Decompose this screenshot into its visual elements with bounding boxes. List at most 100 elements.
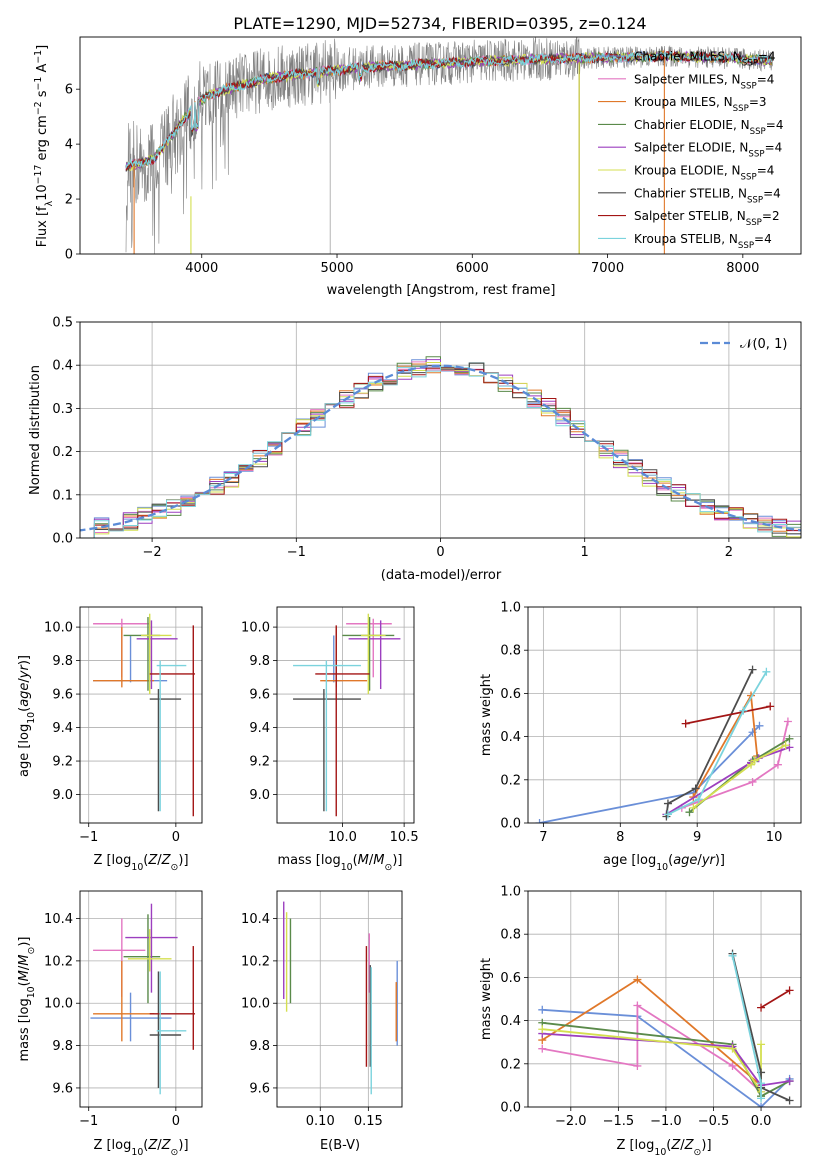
weight-marker bbox=[757, 1079, 766, 1088]
x-tick-label: 5000 bbox=[320, 261, 353, 276]
axes-border bbox=[79, 890, 203, 1108]
weight-marker bbox=[757, 1003, 766, 1012]
panel-age_vs_mass: 10.0 10.5 9.0 9.2 9.4 9.6 9.8 10.0 mass [log10(M… bbox=[241, 606, 419, 873]
plot-area bbox=[293, 613, 401, 817]
legend-label: Salpeter ELODIE, NSSP=4 bbox=[634, 141, 782, 160]
weight-marker bbox=[663, 810, 672, 819]
y-tick-label: 2 bbox=[65, 193, 73, 208]
weight-marker bbox=[785, 1096, 794, 1105]
panel-age_vs_Z: −1 0 9.0 9.2 9.4 9.6 9.8 10.0 Z [log10(Z/Z⊙)] age… bbox=[17, 606, 203, 873]
axes-border bbox=[79, 36, 802, 255]
x-tick-label: 0 bbox=[172, 830, 180, 845]
y-axis-label: mass weight bbox=[479, 958, 494, 1040]
weight-marker bbox=[633, 975, 642, 984]
y-tick-label: 10.0 bbox=[241, 621, 270, 636]
x-tick-label: 10 bbox=[766, 830, 783, 845]
y-tick-label: 0.8 bbox=[500, 928, 521, 943]
axes-frame: −1 0 9.0 9.2 9.4 9.6 9.8 10.0 Z [log10(Z/Z⊙)] age… bbox=[17, 606, 203, 873]
legend-label: Chabrier MILES, NSSP=4 bbox=[634, 50, 776, 69]
x-tick-label: 0.0 bbox=[751, 1114, 772, 1129]
x-tick-label: −1 bbox=[79, 830, 98, 845]
x-tick-label: 4000 bbox=[185, 261, 218, 276]
weight-marker bbox=[689, 803, 698, 812]
weight-marker bbox=[691, 784, 700, 793]
weight-series-line bbox=[760, 989, 791, 1009]
x-axis-label: Z [log10(Z/Z⊙)] bbox=[93, 1138, 188, 1158]
weight-marker bbox=[762, 667, 771, 676]
x-tick-label: 8 bbox=[616, 830, 624, 845]
y-tick-label: 9.2 bbox=[52, 755, 73, 770]
y-tick-label: 9.6 bbox=[249, 688, 270, 703]
weight-marker bbox=[633, 1061, 642, 1070]
y-tick-label: 4 bbox=[65, 138, 73, 153]
weight-series-line bbox=[665, 669, 754, 817]
weight-marker bbox=[773, 760, 782, 769]
y-tick-label: 0.0 bbox=[500, 1101, 521, 1116]
y-tick-label: 0.8 bbox=[500, 644, 521, 659]
legend-label: 𝒩(0, 1) bbox=[740, 337, 787, 352]
weight-series-line bbox=[542, 1032, 790, 1087]
legend-label: Kroupa MILES, NSSP=3 bbox=[634, 95, 767, 114]
y-tick-label: 0.2 bbox=[500, 1057, 521, 1072]
legend-label: Kroupa STELIB, NSSP=4 bbox=[634, 232, 772, 251]
weight-marker bbox=[538, 1044, 547, 1053]
y-tick-label: 1.0 bbox=[500, 601, 521, 616]
y-tick-label: 10.0 bbox=[44, 621, 73, 636]
axes-border bbox=[527, 890, 802, 1108]
x-tick-label: −1 bbox=[79, 1114, 98, 1129]
weight-series-line bbox=[539, 725, 761, 823]
x-tick-label: 0.15 bbox=[354, 1114, 383, 1129]
x-tick-label: −1.5 bbox=[603, 1114, 635, 1129]
weight-marker bbox=[755, 721, 764, 730]
y-axis-label: mass [log10(M/M⊙)] bbox=[17, 937, 37, 1062]
y-tick-label: 9.8 bbox=[249, 1039, 270, 1054]
panel-mass_vs_Z: −1 0 9.6 9.8 10.0 10.2 10.4 Z [log10(Z/Z⊙)] mass… bbox=[17, 890, 203, 1158]
panel-spectrum: 4000 5000 6000 7000 8000 0 2 4 6 wavelength [Angs… bbox=[33, 36, 802, 298]
weight-marker bbox=[757, 1040, 766, 1049]
x-tick-label: 1 bbox=[581, 545, 589, 560]
legend: Chabrier MILES, NSSP=4 Salpeter MILES, NS… bbox=[598, 50, 783, 251]
x-axis-label: wavelength [Angstrom, rest frame] bbox=[327, 283, 556, 298]
weight-marker bbox=[728, 1044, 737, 1053]
y-axis-label: Flux [fλ10−17 erg cm−2 s−1 A−1] bbox=[33, 45, 55, 247]
x-tick-label: −2.0 bbox=[555, 1114, 587, 1129]
y-axis-label: age [log10(age/yr)] bbox=[17, 655, 37, 777]
weight-marker bbox=[685, 808, 694, 817]
y-tick-label: 9.8 bbox=[52, 1039, 73, 1054]
x-tick-label: 9 bbox=[693, 830, 701, 845]
weight-marker bbox=[757, 1094, 766, 1103]
panel-residual_histogram: −2 −1 0 1 2 0.0 0.1 0.2 0.3 0.4 0.5 (data-model)/er… bbox=[28, 316, 802, 583]
y-tick-label: 0.6 bbox=[500, 687, 521, 702]
x-axis-label: E(B-V) bbox=[320, 1138, 360, 1153]
x-tick-label: −1.0 bbox=[650, 1114, 682, 1129]
panel-mass_vs_EBV: 0.10 0.15 9.6 9.8 10.0 10.2 10.4 E(B-V) bbox=[241, 890, 403, 1153]
x-tick-label: −1 bbox=[287, 545, 306, 560]
y-tick-label: 9.6 bbox=[52, 688, 73, 703]
y-tick-label: 10.4 bbox=[241, 912, 270, 927]
plot-area bbox=[80, 356, 801, 538]
axes-border bbox=[276, 890, 403, 1108]
axes-frame: −1 0 9.6 9.8 10.0 10.2 10.4 Z [log10(Z/Z⊙)] mass… bbox=[17, 890, 203, 1158]
x-axis-label: mass [log10(M/M⊙)] bbox=[278, 853, 403, 873]
x-tick-label: −0.5 bbox=[698, 1114, 730, 1129]
weight-marker bbox=[748, 777, 757, 786]
x-tick-label: 2 bbox=[725, 545, 733, 560]
weight-marker bbox=[781, 741, 790, 750]
weight-series-line bbox=[542, 1008, 791, 1107]
plot-area bbox=[283, 901, 398, 1095]
axes-border bbox=[276, 606, 415, 824]
weight-marker bbox=[681, 719, 690, 728]
weight-marker bbox=[728, 951, 737, 960]
x-tick-label: 0.10 bbox=[306, 1114, 335, 1129]
y-tick-label: 10.2 bbox=[241, 954, 270, 969]
axes-border bbox=[79, 606, 203, 824]
x-axis-label: Z [log10(Z/Z⊙)] bbox=[616, 1138, 711, 1158]
y-axis-label: Normed distribution bbox=[28, 365, 43, 495]
x-axis-label: age [log10(age/yr)] bbox=[603, 853, 725, 873]
y-tick-label: 0.4 bbox=[500, 1014, 521, 1029]
y-tick-label: 0 bbox=[65, 248, 73, 263]
y-tick-label: 0.3 bbox=[52, 402, 73, 417]
legend: 𝒩(0, 1) bbox=[700, 337, 787, 352]
weight-marker bbox=[538, 1025, 547, 1034]
axes-frame: 0.10 0.15 9.6 9.8 10.0 10.2 10.4 E(B-V) bbox=[241, 890, 403, 1153]
